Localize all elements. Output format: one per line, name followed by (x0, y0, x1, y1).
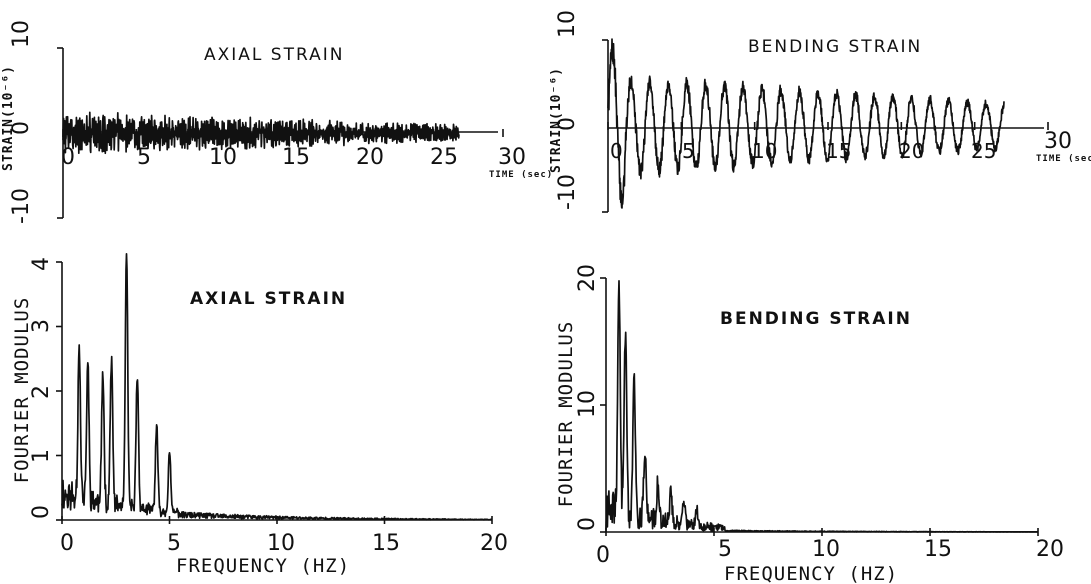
x-tick-label: 5 (137, 145, 151, 170)
y-tick-marks (56, 261, 62, 521)
panel-axial-time: AXIAL STRAIN 0 5 10 15 20 25 30 TIME (se… (1, 20, 553, 224)
x-tick-label: 5 (718, 537, 732, 562)
y-tick-labels: 0 1 2 3 4 (29, 257, 54, 519)
x-tick-label: 0 (596, 543, 610, 568)
x-axis-label: FREQUENCY (HZ) (724, 563, 898, 584)
panel-title: AXIAL STRAIN (190, 289, 347, 309)
x-axis-label: TIME (sec) (1036, 154, 1091, 164)
panel-title: BENDING STRAIN (748, 37, 922, 57)
y-tick-labels: 10 0 -10 (9, 20, 34, 224)
x-tick-label: 15 (924, 537, 952, 562)
x-tick-marks (607, 122, 1049, 130)
panel-bending-spectrum: BENDING STRAIN 0 5 10 15 20 FREQUENCY (H… (555, 264, 1064, 584)
y-axis-label: FOURIER MODULUS (555, 321, 577, 508)
x-tick-label: 15 (282, 145, 310, 170)
y-axis-label: STRAIN(10⁻⁶) (1, 65, 16, 171)
panel-axial-spectrum: AXIAL STRAIN 0 5 10 15 20 FREQUENCY (HZ)… (11, 252, 508, 577)
series-line-axial-strain-spectrum (61, 252, 493, 521)
y-tick-label: 3 (29, 319, 54, 333)
series-line-axial-strain-time (62, 111, 460, 155)
y-tick-labels: 0 10 20 (575, 264, 600, 531)
y-tick-label: 0 (29, 505, 54, 519)
y-tick-labels: 10 0 -10 (555, 10, 580, 210)
x-tick-label: 30 (498, 145, 526, 170)
y-tick-label: 10 (9, 20, 34, 48)
x-tick-label: 20 (480, 531, 508, 556)
y-tick-label: 4 (29, 257, 54, 271)
x-tick-label: 25 (430, 145, 458, 170)
series-line-bending-strain-spectrum (605, 280, 1039, 533)
x-tick-label: 10 (209, 145, 237, 170)
x-tick-label: 10 (267, 531, 295, 556)
y-tick-label: 20 (575, 264, 600, 292)
y-tick-label: 0 (575, 517, 600, 531)
y-tick-marks (600, 277, 606, 533)
series-line-bending-strain-time (607, 38, 1005, 209)
x-tick-label: 0 (610, 139, 623, 163)
x-tick-label: 5 (167, 531, 181, 556)
y-tick-label: 1 (29, 449, 54, 463)
y-tick-label: -10 (555, 174, 580, 210)
y-tick-label: 10 (575, 390, 600, 418)
panel-title: BENDING STRAIN (720, 309, 912, 329)
x-tick-label: 20 (1036, 537, 1064, 562)
y-tick-label: 0 (555, 117, 580, 131)
x-tick-label: 0 (60, 531, 74, 556)
x-tick-label: 30 (1044, 129, 1072, 154)
panel-title: AXIAL STRAIN (204, 45, 344, 65)
y-tick-label: 10 (555, 10, 580, 38)
y-tick-label: 2 (29, 385, 54, 399)
x-tick-label: 10 (812, 537, 840, 562)
x-tick-labels: 0 5 10 15 20 (60, 531, 508, 556)
x-tick-labels: 0 5 10 15 20 25 30 (61, 145, 526, 170)
x-tick-label: 5 (682, 139, 695, 163)
x-tick-label: 0 (61, 145, 75, 170)
y-axis-label: STRAIN(10⁻⁶) (549, 67, 564, 173)
x-axis-label: TIME (sec) (489, 170, 553, 180)
y-tick-label: 0 (9, 121, 34, 135)
panel-bending-time: BENDING STRAIN 0 5 10 15 20 25 30 TIME (… (549, 10, 1091, 213)
y-axis-label: FOURIER MODULUS (11, 297, 33, 484)
x-axis-label: FREQUENCY (HZ) (176, 555, 350, 577)
x-tick-labels: 0 5 10 15 20 (596, 537, 1064, 568)
y-tick-label: -10 (9, 188, 34, 224)
x-tick-label: 15 (372, 531, 400, 556)
x-tick-label: 20 (356, 145, 384, 170)
